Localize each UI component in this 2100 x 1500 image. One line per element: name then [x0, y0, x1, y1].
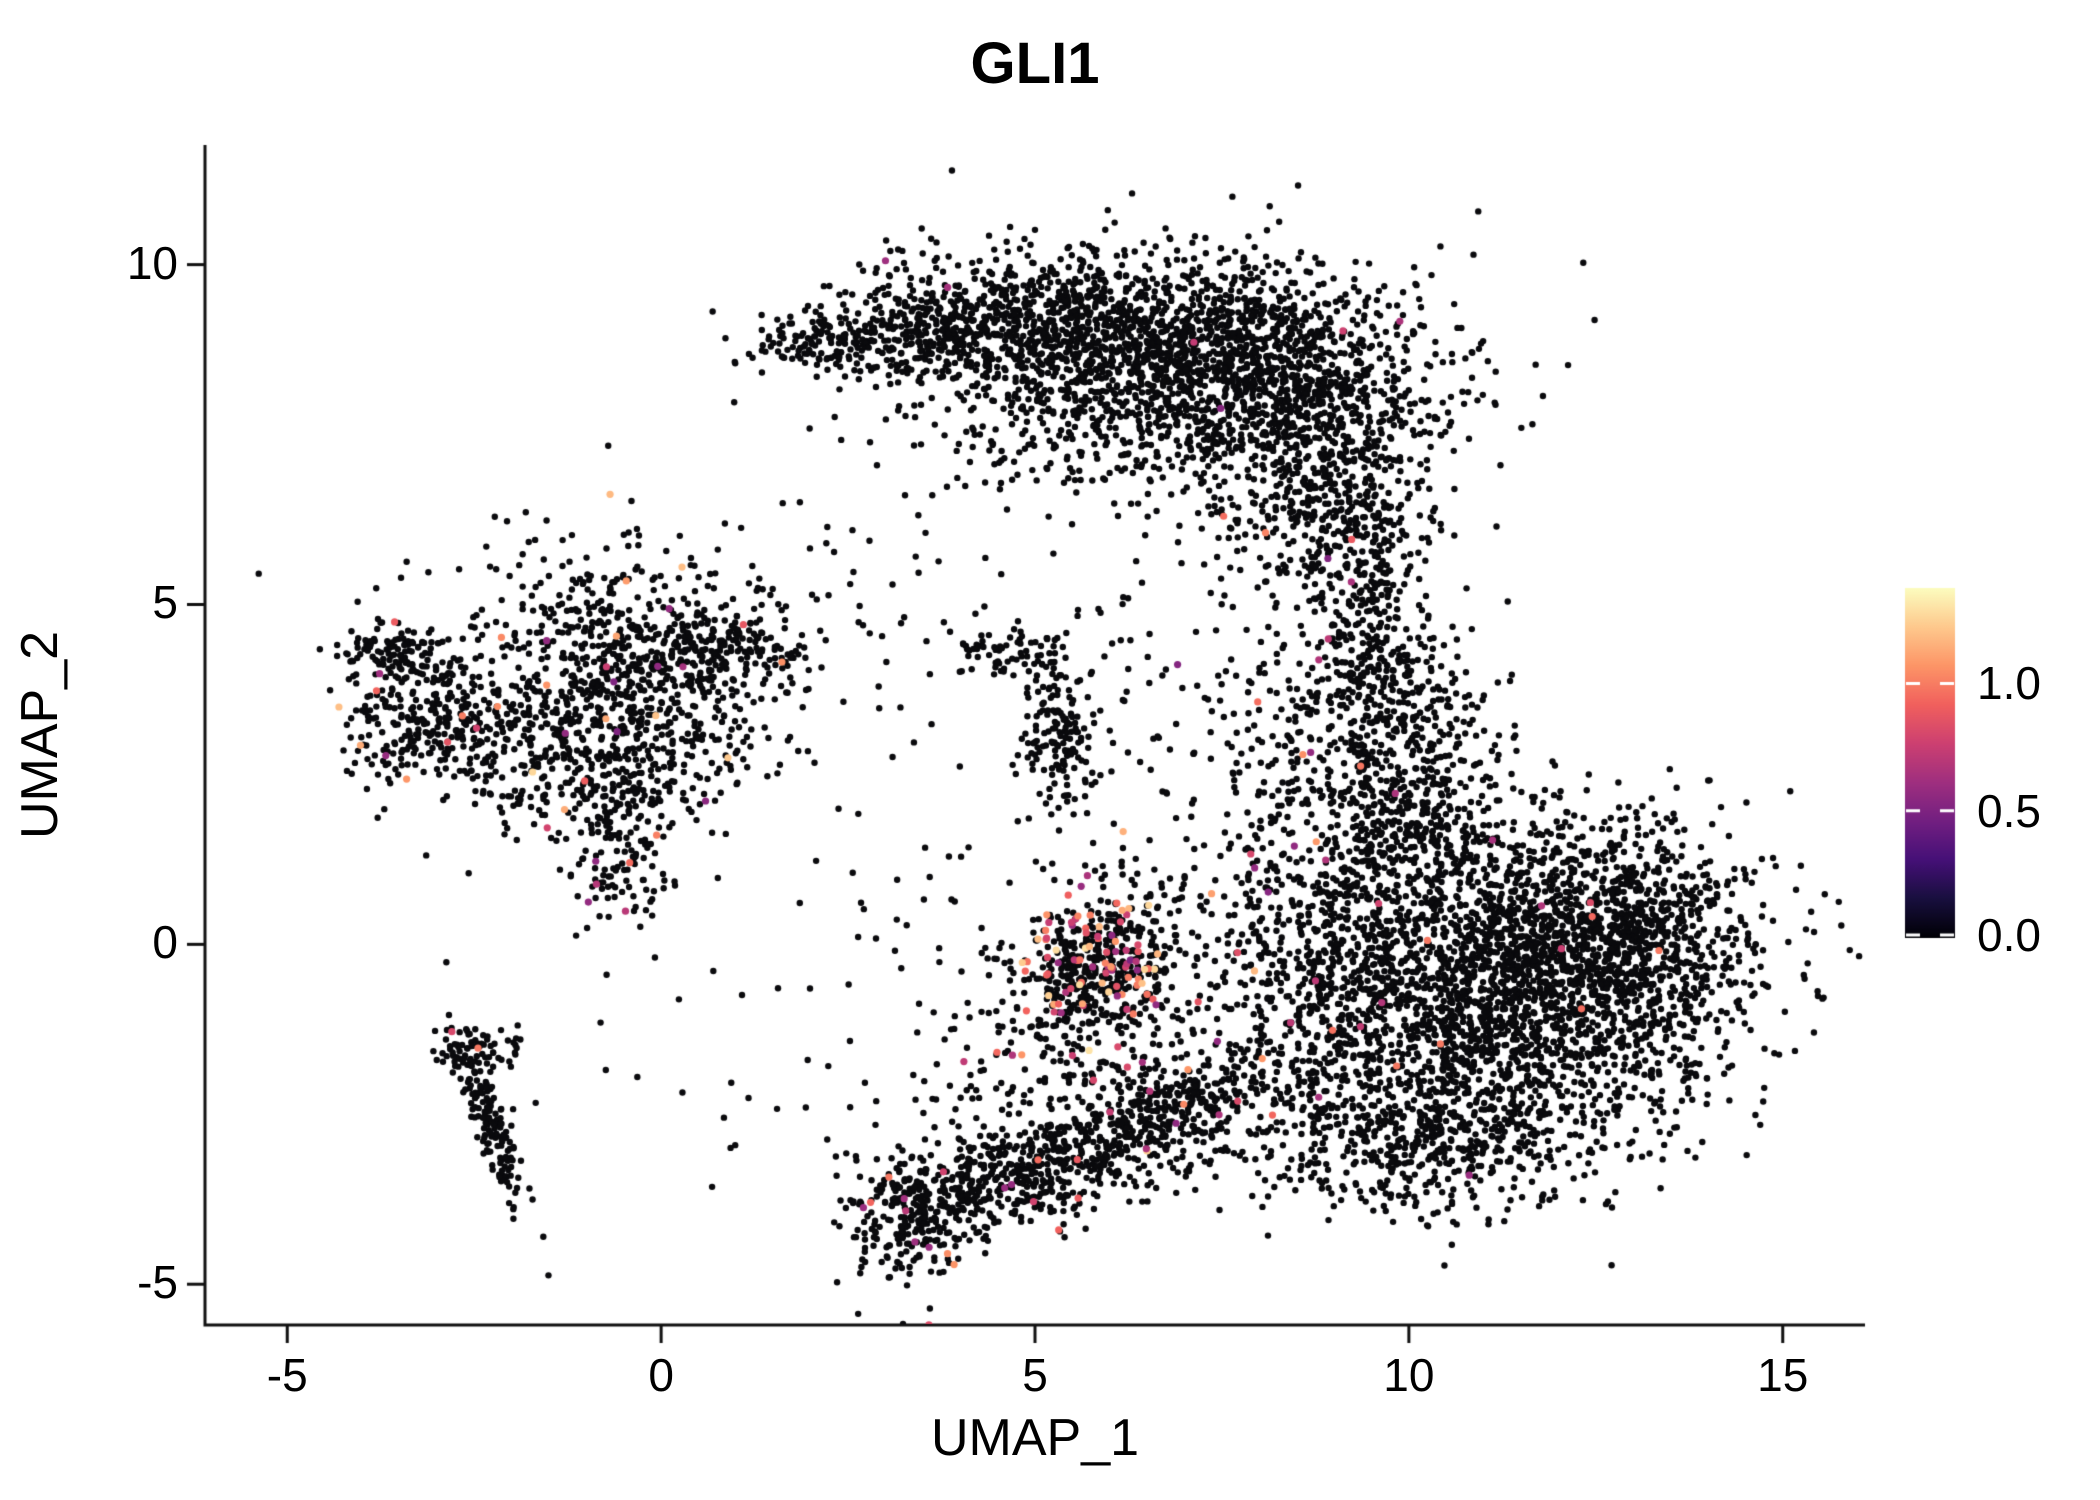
chart-title: GLI1: [970, 31, 1100, 96]
x-tick-label: -5: [266, 1349, 308, 1401]
x-tick-label: 10: [1383, 1349, 1435, 1401]
y-axis-title: UMAP_2: [11, 630, 69, 840]
x-tick-label: 15: [1757, 1349, 1809, 1401]
y-tick-label: -5: [137, 1256, 178, 1309]
y-tick-label: 5: [152, 576, 178, 629]
y-tick-label: 10: [126, 236, 178, 289]
x-tick-label: 0: [648, 1349, 674, 1401]
x-tick-label: 5: [1022, 1349, 1048, 1401]
legend-tick-label-0.5: 0.5: [1977, 784, 2041, 837]
legend-tick-label-1.0: 1.0: [1977, 657, 2041, 710]
y-tick-label: 0: [152, 916, 178, 969]
legend-tick-label-0.0: 0.0: [1977, 909, 2041, 961]
x-axis-title: UMAP_1: [930, 1409, 1140, 1467]
